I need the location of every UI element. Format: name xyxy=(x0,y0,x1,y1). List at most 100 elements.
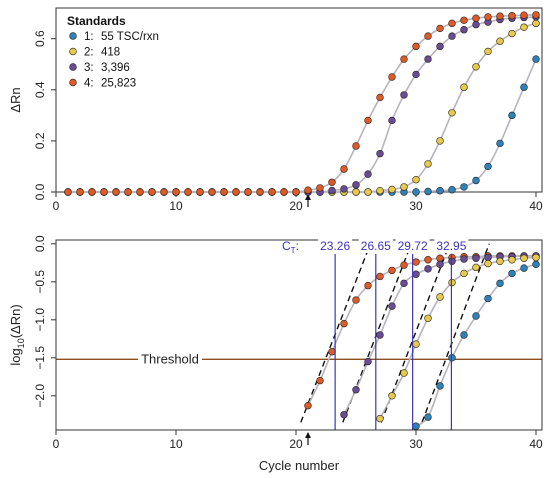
data-point xyxy=(400,261,408,269)
data-point xyxy=(436,293,444,301)
data-point xyxy=(376,414,384,423)
data-point xyxy=(136,188,144,196)
legend-label: 418 xyxy=(101,47,120,59)
data-point xyxy=(388,116,396,125)
data-point xyxy=(412,340,420,348)
ct-heading-tail: : xyxy=(296,239,299,253)
threshold-label: Threshold xyxy=(141,351,199,366)
data-point xyxy=(376,272,384,281)
data-point xyxy=(184,188,192,196)
data-point xyxy=(376,331,384,339)
data-point xyxy=(364,357,372,366)
legend-label: 3,396 xyxy=(101,62,130,74)
x-tick-label: 30 xyxy=(409,199,423,213)
data-point xyxy=(376,93,384,102)
data-point xyxy=(388,266,396,275)
data-point xyxy=(424,256,432,264)
data-point xyxy=(424,265,432,273)
legend-title: Standards xyxy=(67,14,126,28)
y-tick-label: 0.2 xyxy=(33,132,47,149)
y-axis-title-main: log xyxy=(8,348,23,365)
data-point xyxy=(520,264,528,272)
y-tick-label: −1.5 xyxy=(33,346,47,370)
data-point xyxy=(436,42,444,51)
data-point xyxy=(436,187,444,195)
data-point xyxy=(484,294,492,303)
data-point xyxy=(256,188,264,196)
ct-value-label: 26.65 xyxy=(361,239,391,253)
series-curve xyxy=(67,58,537,193)
data-point xyxy=(316,184,324,192)
ct-value-label: 29.72 xyxy=(398,239,428,253)
data-point xyxy=(508,269,516,278)
data-point xyxy=(88,188,96,196)
legend-key: 2: xyxy=(84,47,94,59)
data-point xyxy=(424,55,432,63)
y-tick-label: −0.5 xyxy=(33,270,47,294)
data-point xyxy=(424,160,432,168)
series-curve xyxy=(67,22,537,193)
data-point xyxy=(352,296,360,304)
data-point xyxy=(484,162,492,171)
data-point xyxy=(532,11,540,19)
y-tick-label: 0.0 xyxy=(33,235,47,252)
y-axis-title: ΔRn xyxy=(8,87,23,112)
cycle-arrowhead xyxy=(305,432,311,438)
data-point xyxy=(400,55,408,63)
x-tick-label: 30 xyxy=(409,437,423,451)
data-point xyxy=(244,188,252,196)
x-tick-label: 0 xyxy=(53,199,60,213)
data-point xyxy=(460,183,468,191)
series-curve xyxy=(67,14,537,193)
data-point xyxy=(160,188,168,196)
data-point xyxy=(424,314,432,322)
data-point xyxy=(412,258,420,266)
data-point xyxy=(400,183,408,191)
data-point xyxy=(304,401,312,410)
data-point xyxy=(496,257,504,265)
data-point xyxy=(436,137,444,145)
data-point xyxy=(460,331,468,339)
data-point xyxy=(460,26,468,34)
data-point xyxy=(460,255,468,263)
x-tick-label: 10 xyxy=(169,199,183,213)
data-point xyxy=(532,19,540,28)
data-point xyxy=(508,29,516,38)
data-point xyxy=(412,422,420,430)
data-point xyxy=(388,73,396,81)
data-point xyxy=(340,411,348,419)
x-tick-label: 10 xyxy=(169,437,183,451)
data-point xyxy=(472,20,480,29)
data-point xyxy=(508,111,516,120)
data-point xyxy=(292,188,300,196)
ct-heading-sub: T xyxy=(291,246,296,255)
data-point xyxy=(448,19,456,28)
data-point xyxy=(196,188,204,196)
data-point xyxy=(472,176,480,185)
data-point xyxy=(172,188,180,196)
data-point xyxy=(448,32,456,40)
legend-marker xyxy=(69,78,77,87)
data-point xyxy=(508,256,516,264)
data-point xyxy=(328,186,336,195)
series-curve xyxy=(67,16,537,193)
data-point xyxy=(532,253,540,262)
x-tick-label: 0 xyxy=(53,437,60,451)
data-point xyxy=(460,269,468,278)
data-point xyxy=(448,109,456,117)
legend-key: 1: xyxy=(84,31,94,43)
data-point xyxy=(340,165,348,173)
ct-heading-main: C xyxy=(282,239,291,253)
y-axis-title-tail: (ΔRn) xyxy=(8,304,23,338)
series-curve xyxy=(415,263,537,427)
ct-heading: CT: xyxy=(282,239,299,255)
y-tick-label: −2.0 xyxy=(33,384,47,408)
data-point xyxy=(424,187,432,196)
data-point xyxy=(328,348,336,356)
data-point xyxy=(64,188,72,196)
data-point xyxy=(520,23,528,31)
ct-label-bg xyxy=(318,239,353,253)
data-point xyxy=(364,170,372,178)
bottom-plot-frame xyxy=(55,239,543,431)
